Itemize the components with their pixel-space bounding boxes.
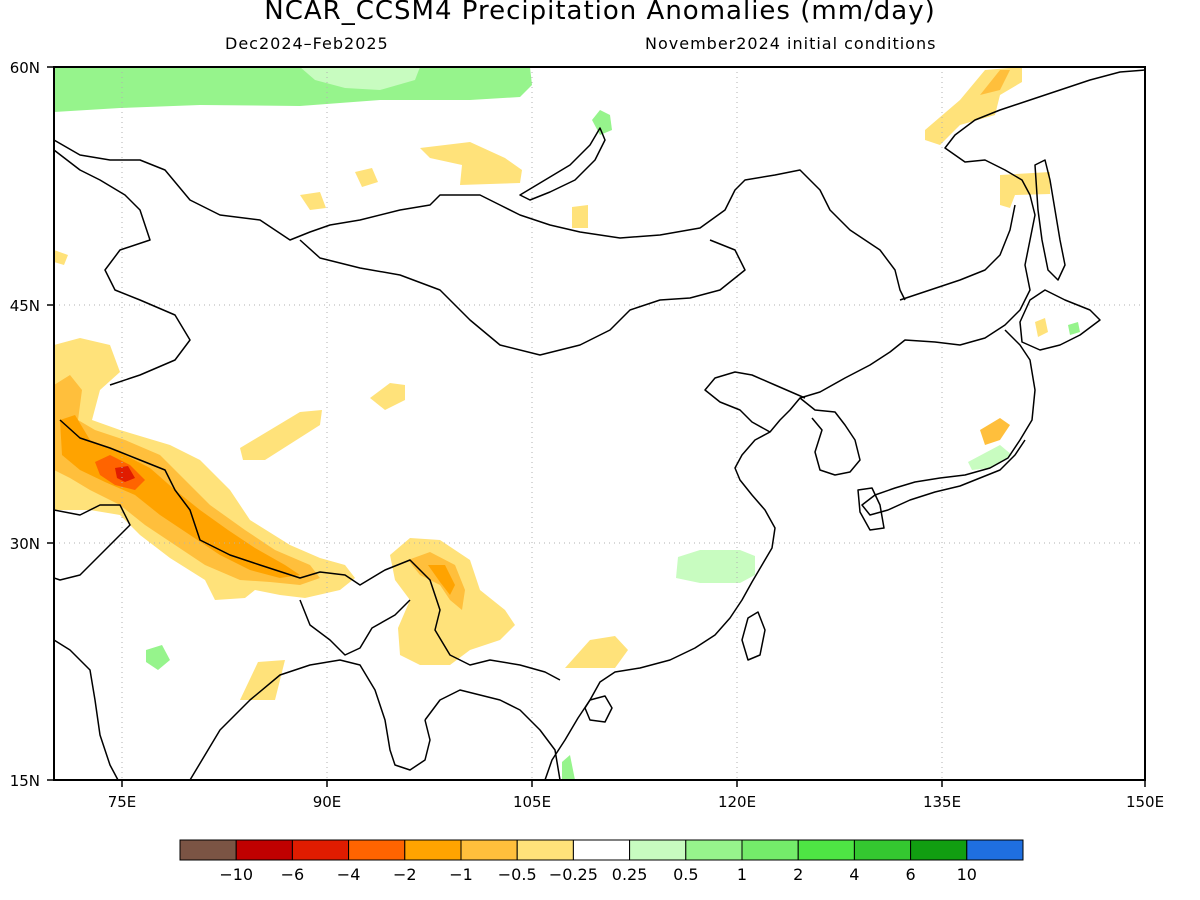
- lon-labels: 75E 90E 105E 120E 135E 150E: [108, 793, 1164, 811]
- initial-conditions: November2024 initial conditions: [645, 34, 937, 53]
- colorbar-swatch: [516, 839, 574, 861]
- coastline-kyushu: [857, 487, 885, 531]
- colorbar-label: −4: [337, 865, 361, 884]
- coastline-bohai: [704, 371, 806, 433]
- colorbar-label: 0.5: [673, 865, 698, 884]
- colorbar-label: 2: [793, 865, 803, 884]
- positive-anomaly-japan: [968, 445, 1012, 470]
- forecast-period: Dec2024–Feb2025: [225, 34, 389, 53]
- lon-label-150e: 150E: [1126, 793, 1164, 811]
- colorbar-swatch: [797, 839, 855, 861]
- colorbar-label: 4: [849, 865, 859, 884]
- coastline-indochina: [424, 689, 561, 780]
- coastline-taiwan: [741, 611, 766, 661]
- negative-anomaly-hokkaido: [1035, 318, 1048, 337]
- lat-labels: 60N 45N 30N 15N: [10, 59, 40, 790]
- colorbar-swatch: [179, 839, 237, 861]
- negative-anomaly-tibet-west: [240, 410, 322, 460]
- colorbar-label: −10: [219, 865, 253, 884]
- colorbar-label: −0.25: [549, 865, 598, 884]
- colorbar-label: 10: [957, 865, 977, 884]
- colorbar-label: 0.25: [612, 865, 648, 884]
- border-kazakh: [54, 149, 191, 386]
- colorbar-swatch: [572, 839, 631, 861]
- map-background: [54, 67, 1145, 780]
- lon-label-90e: 90E: [313, 793, 342, 811]
- colorbar-label: 6: [906, 865, 916, 884]
- negative-anomaly-altai: [300, 192, 326, 210]
- border-myanmar: [299, 599, 411, 656]
- negative-anomaly-baikal-south: [572, 205, 588, 228]
- negative-anomaly-sayan: [355, 168, 378, 187]
- tick-marks: [47, 66, 1146, 787]
- lat-label-30n: 30N: [10, 535, 40, 553]
- negative-anomaly-tibet-east-inner: [408, 552, 465, 610]
- colorbar-swatch: [404, 839, 462, 861]
- colorbar-swatch: [741, 839, 799, 861]
- coastline-japan-honshu: [861, 329, 1036, 516]
- coastline-hainan: [584, 695, 613, 723]
- colorbar-swatch: [235, 839, 293, 861]
- coastline-india: [54, 639, 119, 780]
- map-frame: [53, 66, 1146, 781]
- colorbar-swatch: [966, 839, 1024, 861]
- lon-label-135e: 135E: [923, 793, 961, 811]
- colorbar-label: 1: [737, 865, 747, 884]
- positive-anomaly-yangtze: [676, 550, 755, 583]
- colorbar-label: −1: [449, 865, 473, 884]
- border-pakistan: [54, 504, 131, 581]
- anomaly-fill: [54, 67, 1145, 780]
- lat-label-15n: 15N: [10, 772, 40, 790]
- coastline-bay-of-bengal: [189, 659, 431, 780]
- lon-label-120e: 120E: [718, 793, 756, 811]
- negative-anomaly-okhotsk-inner: [980, 70, 1010, 95]
- coastline-korea: [799, 397, 861, 476]
- colorbar-label: −0.5: [498, 865, 537, 884]
- negative-anomaly-amur: [1000, 172, 1050, 208]
- colorbar-swatch: [460, 839, 518, 861]
- negative-anomaly-tibet-north: [370, 383, 405, 410]
- coastlines: [54, 69, 1145, 780]
- negative-anomaly-himalaya-outer: [54, 338, 355, 600]
- lon-label-105e: 105E: [513, 793, 551, 811]
- lat-label-60n: 60N: [10, 59, 40, 77]
- negative-anomaly-kazakh: [54, 250, 68, 265]
- colorbar-labels: −10 −6 −4 −2 −1 −0.5 −0.25 0.25 0.5 1 2 4 6 10: [219, 865, 977, 884]
- negative-anomaly-japan: [980, 418, 1010, 445]
- lon-label-75e: 75E: [108, 793, 137, 811]
- positive-anomaly-sakhalin: [1068, 322, 1080, 335]
- negative-anomaly-tibet-east-core: [428, 565, 455, 595]
- colorbar-swatch: [629, 839, 687, 861]
- positive-anomaly-baikal: [592, 110, 612, 135]
- colorbar-swatch: [348, 839, 406, 861]
- negative-anomaly-south-china: [565, 636, 628, 668]
- coastline-sakhalin: [1034, 159, 1066, 281]
- negative-anomaly-karakoram: [115, 466, 135, 482]
- coastline-east-asia: [544, 69, 1145, 780]
- positive-anomaly-india: [146, 645, 170, 670]
- lat-label-45n: 45N: [10, 297, 40, 315]
- colorbar-swatch: [291, 839, 350, 861]
- negative-anomaly-india-east: [240, 660, 285, 700]
- colorbar-swatch: [853, 839, 912, 861]
- colorbar-swatch: [685, 839, 743, 861]
- colorbar: [179, 839, 1024, 861]
- negative-anomaly-mongolia: [420, 142, 522, 185]
- coastline-baikal: [519, 127, 606, 201]
- border-himalaya: [59, 419, 561, 681]
- colorbar-label: −2: [393, 865, 417, 884]
- map-title: NCAR_CCSM4 Precipitation Anomalies (mm/d…: [264, 0, 936, 26]
- colorbar-swatch: [910, 839, 968, 861]
- positive-anomaly-indochina: [562, 755, 575, 780]
- coastline-hokkaido: [1019, 289, 1101, 351]
- colorbar-label: −6: [281, 865, 305, 884]
- border-china-north: [54, 139, 906, 301]
- graticule: [54, 67, 1145, 780]
- border-amur: [899, 204, 1016, 301]
- positive-anomaly-siberia-core: [300, 67, 420, 90]
- border-mongolia-south: [299, 239, 746, 356]
